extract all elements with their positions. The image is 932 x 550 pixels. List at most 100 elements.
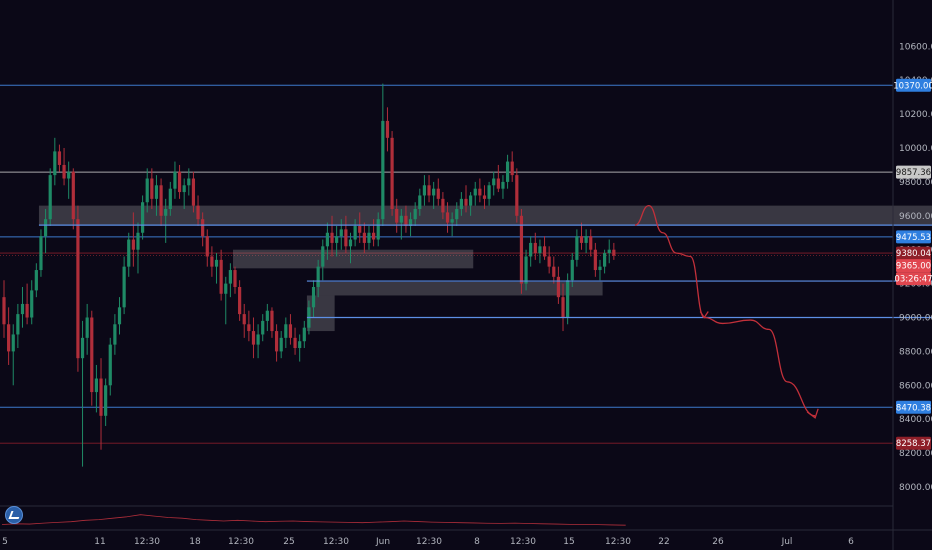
candle-body[interactable] xyxy=(196,205,200,220)
candle-body[interactable] xyxy=(242,314,246,325)
candle-body[interactable] xyxy=(141,202,145,233)
candle-body[interactable] xyxy=(25,303,29,318)
price-level-lines[interactable] xyxy=(0,84,893,444)
candle-body[interactable] xyxy=(390,137,394,210)
candle-body[interactable] xyxy=(593,249,597,271)
candle-body[interactable] xyxy=(427,185,431,196)
candle-body[interactable] xyxy=(34,270,38,291)
candle-body[interactable] xyxy=(127,239,131,267)
candle-body[interactable] xyxy=(150,178,154,199)
candle-body[interactable] xyxy=(316,266,320,287)
candle-body[interactable] xyxy=(288,324,293,338)
candle-body[interactable] xyxy=(177,171,182,193)
candle-body[interactable] xyxy=(274,331,279,352)
candle-body[interactable] xyxy=(261,320,265,335)
candle-body[interactable] xyxy=(238,286,242,315)
candle-body[interactable] xyxy=(154,185,159,199)
candle-body[interactable] xyxy=(395,209,399,223)
candle-body[interactable] xyxy=(464,198,468,206)
candle-body[interactable] xyxy=(362,232,366,243)
candle-body[interactable] xyxy=(515,175,519,216)
candle-body[interactable] xyxy=(519,215,524,284)
candle-body[interactable] xyxy=(372,232,376,240)
candle-body[interactable] xyxy=(311,286,316,308)
candle-body[interactable] xyxy=(478,188,482,196)
candle-body[interactable] xyxy=(85,317,89,338)
zone-rectangle[interactable] xyxy=(233,249,474,269)
candle-body[interactable] xyxy=(575,236,579,260)
candle-body[interactable] xyxy=(20,303,25,315)
candle-body[interactable] xyxy=(2,297,6,325)
candle-body[interactable] xyxy=(57,151,62,165)
candle-body[interactable] xyxy=(71,171,75,220)
candle-body[interactable] xyxy=(579,236,584,243)
candle-body[interactable] xyxy=(404,215,408,226)
candle-body[interactable] xyxy=(205,236,209,257)
candle-body[interactable] xyxy=(584,236,588,243)
candle-body[interactable] xyxy=(339,229,343,237)
candle-body[interactable] xyxy=(265,310,269,321)
candle-body[interactable] xyxy=(566,280,570,318)
candle-body[interactable] xyxy=(482,195,487,199)
candle-body[interactable] xyxy=(432,188,436,196)
candle-body[interactable] xyxy=(173,171,177,189)
drawn-trend-lines[interactable] xyxy=(38,224,932,319)
candle-body[interactable] xyxy=(164,209,168,216)
candles[interactable] xyxy=(2,83,616,467)
candle-body[interactable] xyxy=(473,188,477,196)
candle-body[interactable] xyxy=(219,259,223,294)
candle-body[interactable] xyxy=(233,270,237,287)
candle-body[interactable] xyxy=(270,310,274,332)
candle-body[interactable] xyxy=(358,225,362,233)
candle-body[interactable] xyxy=(589,236,593,250)
candle-body[interactable] xyxy=(16,314,20,335)
zone-rectangle[interactable] xyxy=(306,295,335,332)
candle-body[interactable] xyxy=(293,337,297,349)
candle-body[interactable] xyxy=(441,198,445,213)
projection-path[interactable] xyxy=(634,204,819,419)
candle-body[interactable] xyxy=(182,185,186,193)
candle-body[interactable] xyxy=(335,236,339,243)
candle-body[interactable] xyxy=(496,178,500,189)
candle-body[interactable] xyxy=(505,161,510,182)
tradingview-logo-icon[interactable] xyxy=(5,506,23,524)
candle-body[interactable] xyxy=(330,232,334,243)
candle-body[interactable] xyxy=(418,195,422,210)
candle-body[interactable] xyxy=(256,334,260,345)
candle-body[interactable] xyxy=(367,232,371,243)
candle-body[interactable] xyxy=(99,378,103,416)
candle-body[interactable] xyxy=(284,324,288,338)
candle-body[interactable] xyxy=(7,324,11,352)
candle-body[interactable] xyxy=(39,236,43,271)
candle-body[interactable] xyxy=(67,171,71,179)
candle-body[interactable] xyxy=(408,219,413,226)
candle-body[interactable] xyxy=(422,185,427,196)
candle-body[interactable] xyxy=(487,185,491,199)
candle-body[interactable] xyxy=(298,341,302,349)
candle-body[interactable] xyxy=(187,178,191,186)
supply-demand-zones[interactable] xyxy=(38,205,932,332)
candle-body[interactable] xyxy=(436,188,440,199)
candle-body[interactable] xyxy=(552,266,556,277)
candle-body[interactable] xyxy=(561,297,565,318)
candle-body[interactable] xyxy=(376,219,380,240)
candle-body[interactable] xyxy=(413,209,417,220)
candle-body[interactable] xyxy=(122,266,126,308)
candle-body[interactable] xyxy=(104,385,108,416)
candle-body[interactable] xyxy=(492,178,496,186)
candle-body[interactable] xyxy=(117,307,122,325)
candle-body[interactable] xyxy=(210,256,214,267)
candle-body[interactable] xyxy=(159,185,163,216)
candle-body[interactable] xyxy=(30,290,34,318)
candle-body[interactable] xyxy=(538,246,542,254)
candle-body[interactable] xyxy=(325,232,329,247)
candle-body[interactable] xyxy=(302,327,306,342)
candle-body[interactable] xyxy=(11,334,15,352)
candle-body[interactable] xyxy=(542,246,547,257)
candle-body[interactable] xyxy=(455,209,459,220)
candle-body[interactable] xyxy=(385,120,390,138)
candle-body[interactable] xyxy=(348,239,353,247)
candle-body[interactable] xyxy=(90,317,94,393)
candle-body[interactable] xyxy=(251,331,256,345)
candle-body[interactable] xyxy=(381,120,385,220)
